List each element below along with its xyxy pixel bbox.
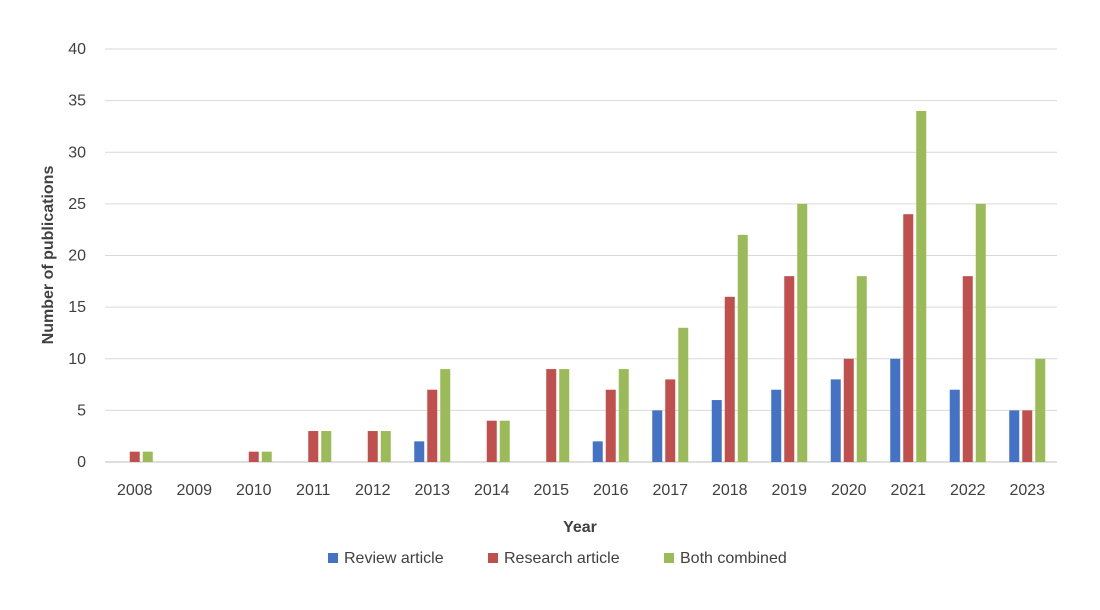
bar-research-article (129, 451, 140, 462)
bar-both-combined (142, 451, 153, 462)
y-tick-label: 40 (68, 41, 86, 58)
bar-research-article (308, 431, 319, 462)
y-tick-label: 15 (68, 299, 86, 316)
legend-label: Review article (344, 550, 444, 567)
bar-both-combined (856, 276, 867, 462)
x-tick-label: 2010 (236, 482, 272, 499)
bar-research-article (605, 389, 616, 462)
x-tick-label: 2012 (355, 482, 391, 499)
gridlines (105, 48, 1057, 463)
x-tick-label: 2009 (176, 482, 212, 499)
bar-both-combined (975, 203, 986, 462)
bar-research-article (367, 431, 378, 462)
x-tick-label: 2018 (712, 482, 748, 499)
bar-both-combined (440, 369, 451, 462)
bar-research-article (1022, 410, 1033, 462)
bar-research-article (427, 389, 438, 462)
bar-review-article (711, 400, 722, 462)
bar-research-article (546, 369, 557, 462)
y-tick-label: 20 (68, 248, 86, 265)
bar-both-combined (1035, 358, 1046, 462)
bars (129, 110, 1046, 462)
y-tick-label: 30 (68, 144, 86, 161)
x-tick-label: 2021 (890, 482, 926, 499)
bar-both-combined (380, 431, 391, 462)
bar-research-article (665, 379, 676, 462)
x-tick-label: 2014 (474, 482, 510, 499)
x-tick-label: 2016 (593, 482, 629, 499)
legend-swatch (328, 553, 338, 563)
bar-review-article (592, 441, 603, 462)
x-tick-label: 2022 (950, 482, 986, 499)
bar-research-article (486, 420, 497, 462)
bar-research-article (784, 276, 795, 462)
x-tick-label: 2013 (414, 482, 450, 499)
x-axis-title: Year (563, 519, 597, 536)
bar-review-article (771, 389, 782, 462)
y-tick-label: 5 (77, 402, 86, 419)
legend: Review article Research article Both combi… (328, 550, 787, 567)
y-axis-title: Number of publications (40, 166, 57, 345)
x-tick-label: 2015 (533, 482, 569, 499)
bar-research-article (724, 296, 735, 462)
bar-both-combined (797, 203, 808, 462)
bar-research-article (843, 358, 854, 462)
bar-research-article (903, 214, 914, 462)
x-tick-label: 2008 (117, 482, 153, 499)
x-tick-label: 2017 (652, 482, 688, 499)
x-tick-label: 2020 (831, 482, 867, 499)
legend-swatch (664, 553, 674, 563)
bar-both-combined (678, 327, 689, 462)
bar-both-combined (618, 369, 629, 462)
x-tick-label: 2019 (771, 482, 807, 499)
bar-review-article (652, 410, 663, 462)
x-tick-label: 2011 (296, 482, 331, 499)
legend-label: Both combined (680, 550, 787, 567)
bar-both-combined (559, 369, 570, 462)
x-axis-ticks: 2008 2009 2010 2011 2012 2013 2014 2015 2016 2017… (117, 482, 1045, 499)
bar-review-article (1009, 410, 1020, 462)
x-tick-label: 2023 (1009, 482, 1045, 499)
bar-review-article (949, 389, 960, 462)
bar-both-combined (916, 110, 927, 462)
bar-both-combined (261, 451, 272, 462)
bar-review-article (414, 441, 425, 462)
y-tick-label: 0 (77, 454, 86, 471)
y-tick-label: 35 (68, 93, 86, 110)
bar-review-article (890, 358, 901, 462)
bar-research-article (248, 451, 259, 462)
bar-research-article (962, 276, 973, 462)
y-axis-ticks: 0 5 10 15 20 25 30 35 40 (68, 41, 86, 471)
y-tick-label: 25 (68, 196, 86, 213)
y-tick-label: 10 (68, 351, 86, 368)
legend-label: Research article (504, 550, 620, 567)
bar-review-article (830, 379, 841, 462)
bar-both-combined (499, 420, 510, 462)
legend-swatch (488, 553, 498, 563)
bar-both-combined (321, 431, 332, 462)
bar-both-combined (737, 234, 748, 462)
